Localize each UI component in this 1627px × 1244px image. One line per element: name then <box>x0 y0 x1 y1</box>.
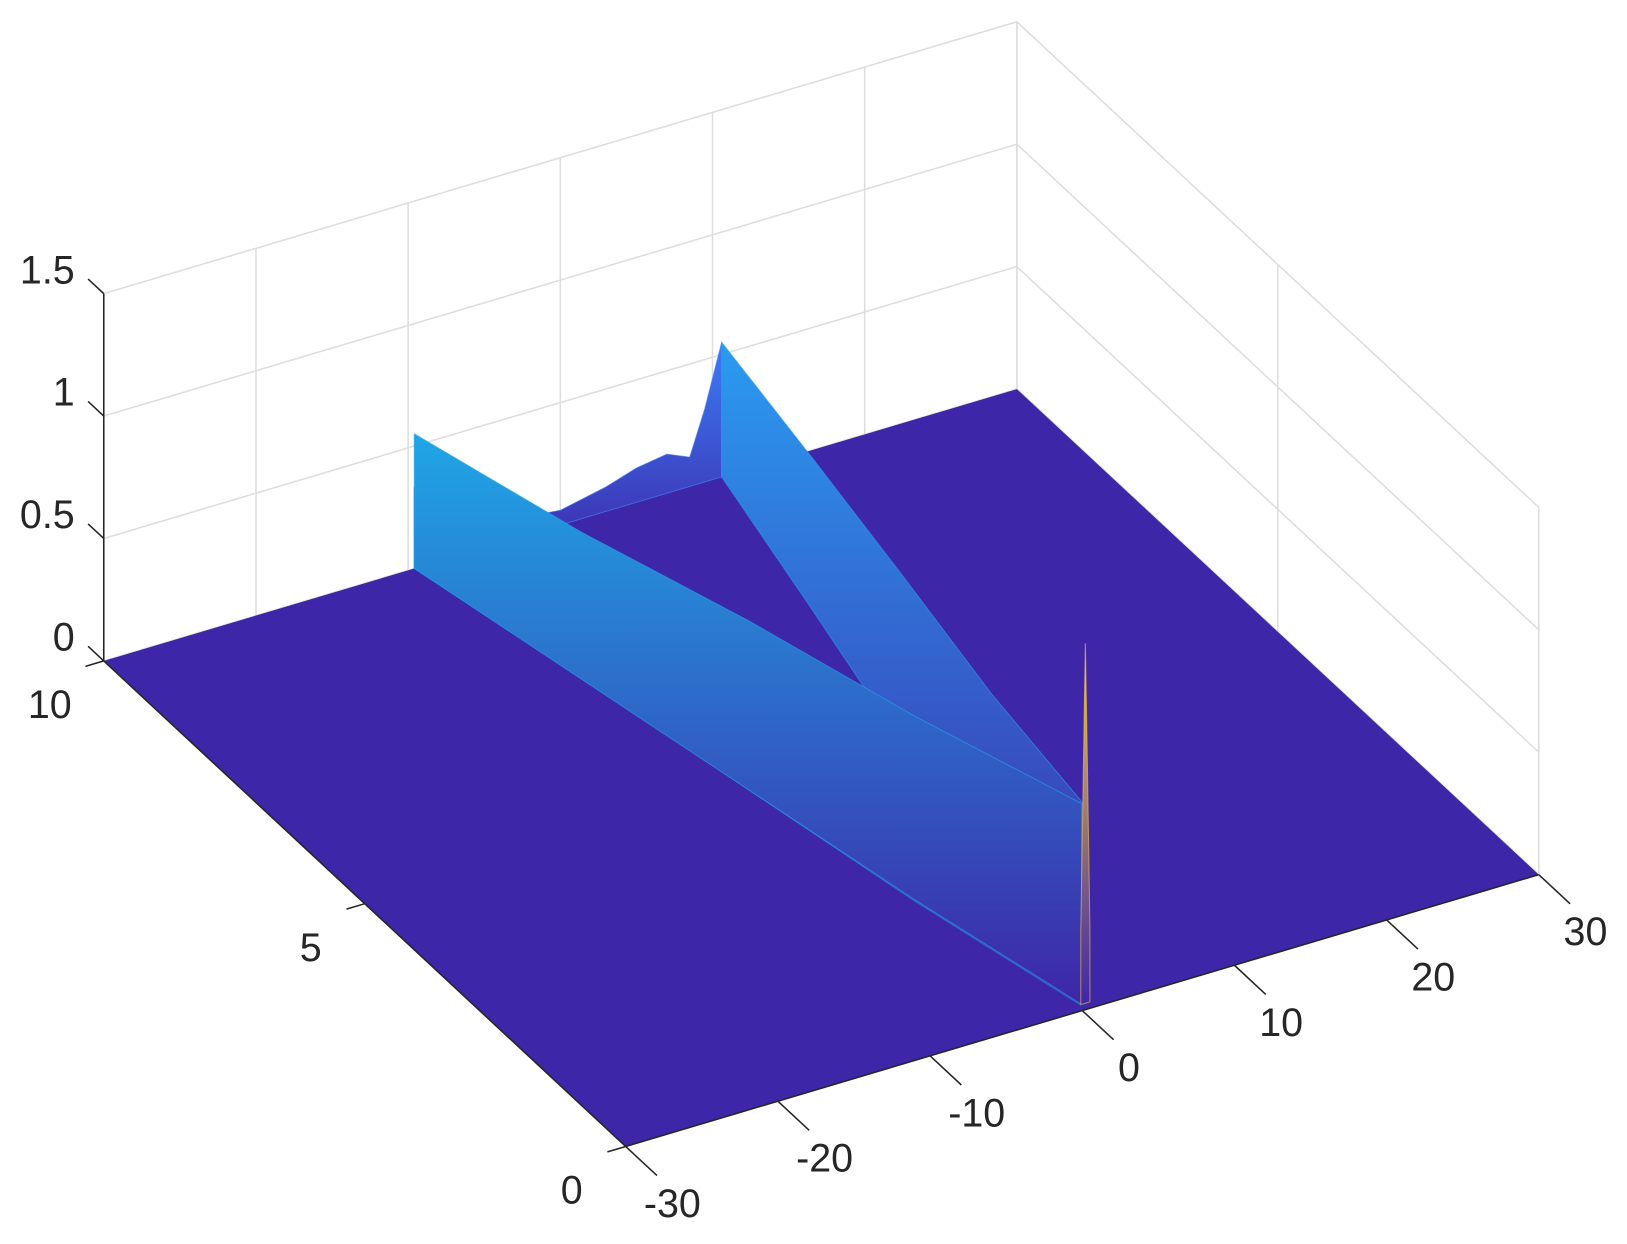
tick-label: -10 <box>948 1091 1005 1135</box>
grid-line <box>1016 266 1540 753</box>
tick-mark <box>1081 1009 1115 1041</box>
grid-line <box>103 143 1018 417</box>
tick-mark <box>1538 874 1571 905</box>
tick-mark <box>625 1145 658 1177</box>
tick-label: 0 <box>53 616 75 660</box>
tick-label: 0.5 <box>20 493 75 537</box>
ridge-surface <box>1080 643 1091 1006</box>
tick-label: 10 <box>1259 1001 1303 1045</box>
tick-label: -30 <box>644 1182 701 1226</box>
tick-mark <box>87 645 105 662</box>
tick-label: -20 <box>796 1137 853 1181</box>
tick-mark <box>929 1055 962 1086</box>
tick-label: 1 <box>53 371 75 415</box>
tick-label: 20 <box>1411 956 1455 1000</box>
tick-mark <box>1386 919 1419 950</box>
tick-label: 0 <box>561 1169 583 1213</box>
tick-label: 5 <box>300 926 322 970</box>
tick-label: 0 <box>1118 1046 1140 1090</box>
tick-label: 10 <box>28 683 72 727</box>
tick-mark <box>87 523 105 540</box>
grid-line <box>1016 21 1540 508</box>
tick-mark <box>777 1100 810 1131</box>
tick-mark <box>87 278 105 295</box>
tick-mark <box>87 400 105 417</box>
tick-mark <box>85 660 104 668</box>
grid-line <box>1016 143 1540 631</box>
tick-mark <box>1233 964 1267 995</box>
grid-line <box>103 21 1018 295</box>
tick-mark <box>346 902 365 910</box>
tick-label: 30 <box>1564 910 1608 954</box>
grid-line <box>103 265 1018 540</box>
tick-mark <box>607 1145 626 1153</box>
tick-label: 1.5 <box>20 248 75 292</box>
